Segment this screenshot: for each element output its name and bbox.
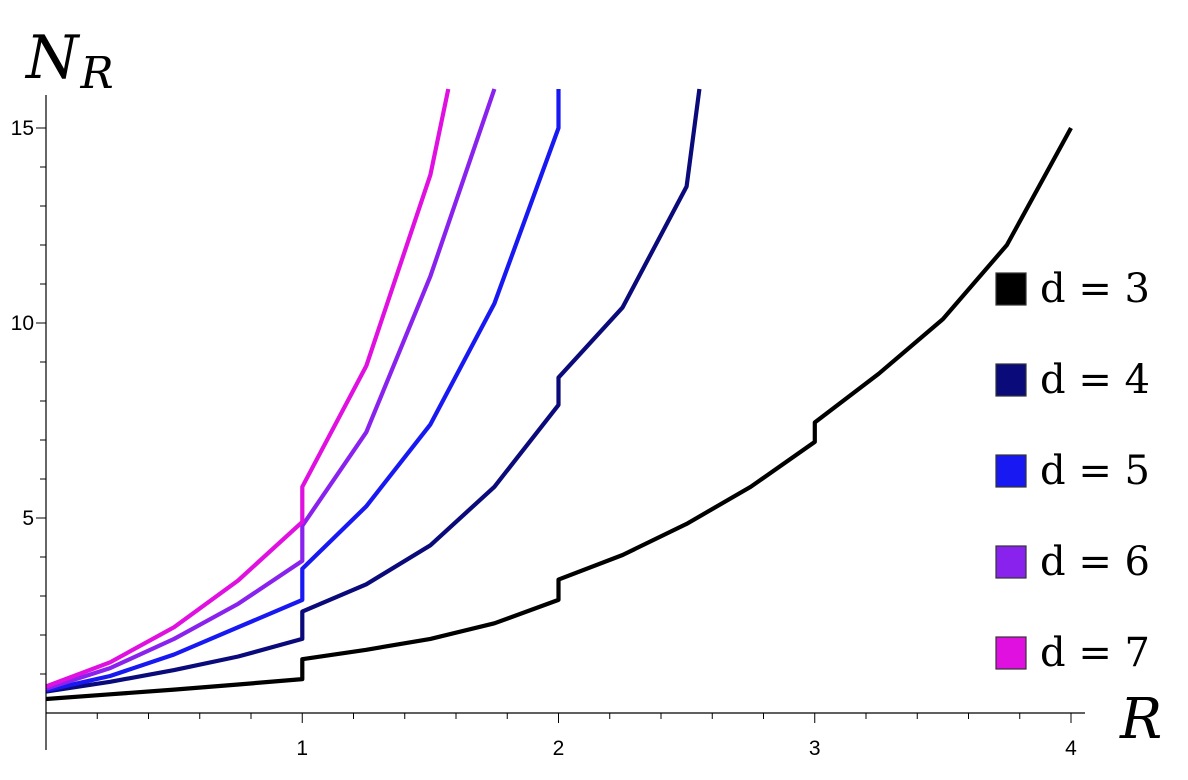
y-axis-title: NR	[24, 23, 114, 99]
series-line-d4	[45, 88, 702, 694]
legend-swatch	[995, 454, 1027, 488]
tick-marks	[36, 127, 1072, 723]
y-axis-title-main: N	[24, 23, 81, 93]
legend-label: d = 3	[1040, 266, 1150, 312]
y-axis-title-subscript: R	[80, 48, 114, 99]
x-tick-label: 2	[553, 737, 565, 760]
x-axis-title: R	[1119, 687, 1162, 752]
legend-label: d = 6	[1040, 539, 1150, 585]
legend-label: d = 4	[1040, 357, 1150, 403]
series-line-d5	[45, 89, 561, 693]
legend-swatch	[995, 636, 1027, 670]
y-tick-label: 15	[11, 117, 34, 140]
series-line-d6	[45, 88, 497, 691]
legend-item-d5: d = 5	[995, 448, 1150, 494]
series-line-d3	[45, 126, 1073, 702]
legend-item-d3: d = 3	[995, 266, 1150, 312]
plot-area	[45, 88, 1073, 702]
legend-label: d = 5	[1040, 448, 1150, 494]
legend-item-d6: d = 6	[995, 539, 1150, 585]
legend-swatch	[995, 363, 1027, 397]
legend-swatch	[995, 272, 1027, 306]
legend-item-d4: d = 4	[995, 357, 1150, 403]
series-line-d7	[45, 88, 451, 689]
legend-label: d = 7	[1040, 630, 1150, 676]
y-tick-label: 10	[11, 312, 34, 335]
legend-swatch	[995, 545, 1027, 579]
y-tick-label: 5	[22, 507, 34, 530]
x-tick-label: 3	[809, 737, 821, 760]
legend: d = 3 d = 4 d = 5 d = 6 d = 7	[995, 266, 1150, 676]
legend-item-d7: d = 7	[995, 630, 1150, 676]
x-tick-label: 1	[296, 737, 308, 760]
tick-labels: 1 2 3 4 5 10 15	[11, 117, 1078, 760]
axes	[45, 95, 1085, 750]
x-tick-label: 4	[1065, 737, 1077, 760]
